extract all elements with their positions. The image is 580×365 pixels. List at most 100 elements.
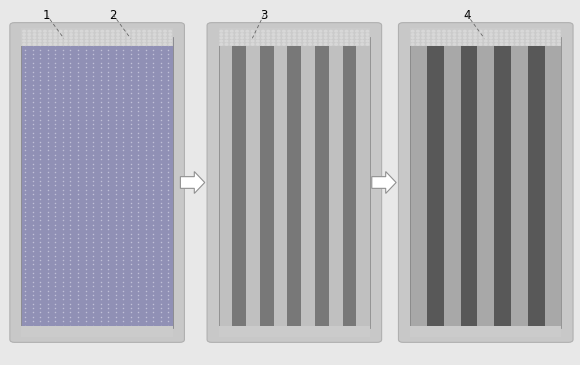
Point: [157, 257, 166, 263]
Point: [157, 239, 166, 245]
Point: [36, 104, 45, 110]
Point: [96, 64, 106, 70]
Point: [96, 270, 106, 276]
Circle shape: [117, 40, 119, 42]
Point: [21, 178, 30, 184]
Point: [103, 231, 113, 237]
Point: [133, 279, 143, 285]
Point: [133, 99, 143, 105]
Circle shape: [510, 30, 513, 32]
Point: [111, 257, 121, 263]
Point: [21, 73, 30, 79]
Point: [51, 143, 60, 149]
Circle shape: [335, 43, 338, 45]
Point: [164, 191, 173, 197]
Point: [126, 235, 135, 241]
Circle shape: [484, 30, 487, 32]
Circle shape: [298, 40, 301, 42]
Point: [96, 244, 106, 250]
Point: [111, 261, 121, 267]
Circle shape: [143, 30, 146, 32]
Circle shape: [137, 30, 140, 32]
Circle shape: [23, 34, 26, 35]
Point: [51, 51, 60, 57]
Point: [103, 301, 113, 307]
Point: [36, 86, 45, 92]
Point: [28, 95, 37, 101]
Point: [28, 134, 37, 140]
Point: [88, 301, 97, 307]
Point: [148, 200, 158, 206]
Point: [157, 253, 166, 258]
Point: [111, 218, 121, 223]
Point: [148, 139, 158, 145]
Circle shape: [411, 40, 414, 42]
Point: [73, 126, 83, 131]
Circle shape: [38, 40, 41, 42]
Circle shape: [90, 40, 93, 42]
Circle shape: [288, 34, 291, 35]
Point: [103, 209, 113, 215]
Circle shape: [85, 34, 88, 35]
Point: [126, 222, 135, 228]
Point: [96, 91, 106, 96]
Point: [111, 86, 121, 92]
Point: [157, 112, 166, 118]
Point: [111, 279, 121, 285]
Point: [164, 156, 173, 162]
Point: [36, 231, 45, 237]
Circle shape: [96, 34, 99, 35]
Circle shape: [463, 30, 466, 32]
Circle shape: [80, 37, 83, 39]
Point: [36, 182, 45, 188]
Circle shape: [516, 37, 519, 39]
Circle shape: [427, 40, 430, 42]
Point: [73, 270, 83, 276]
Point: [58, 248, 68, 254]
Circle shape: [416, 43, 419, 45]
Point: [157, 108, 166, 114]
Circle shape: [246, 30, 249, 32]
Circle shape: [531, 30, 534, 32]
Point: [21, 200, 30, 206]
Point: [88, 239, 97, 245]
Point: [44, 257, 53, 263]
Circle shape: [314, 30, 317, 32]
Point: [88, 261, 97, 267]
Point: [44, 174, 53, 180]
Circle shape: [479, 43, 482, 45]
Point: [126, 244, 135, 250]
Circle shape: [256, 34, 259, 35]
Point: [21, 292, 30, 298]
Point: [28, 204, 37, 210]
Point: [103, 182, 113, 188]
Point: [81, 226, 90, 232]
Point: [96, 147, 106, 153]
Point: [44, 288, 53, 293]
Point: [96, 47, 106, 53]
Point: [118, 64, 128, 70]
Circle shape: [324, 43, 327, 45]
Point: [58, 257, 68, 263]
Circle shape: [96, 37, 99, 39]
Circle shape: [106, 30, 109, 32]
Point: [36, 108, 45, 114]
Point: [103, 117, 113, 123]
Point: [118, 318, 128, 324]
Point: [126, 130, 135, 136]
Point: [21, 95, 30, 101]
Circle shape: [111, 40, 114, 42]
Circle shape: [64, 40, 67, 42]
Circle shape: [143, 43, 146, 45]
Point: [111, 274, 121, 280]
Point: [58, 99, 68, 105]
Point: [148, 55, 158, 61]
Circle shape: [158, 37, 161, 39]
Point: [148, 38, 158, 44]
Point: [164, 161, 173, 166]
Point: [157, 218, 166, 223]
Point: [164, 91, 173, 96]
Point: [44, 152, 53, 158]
Point: [142, 318, 151, 324]
Circle shape: [350, 37, 353, 39]
